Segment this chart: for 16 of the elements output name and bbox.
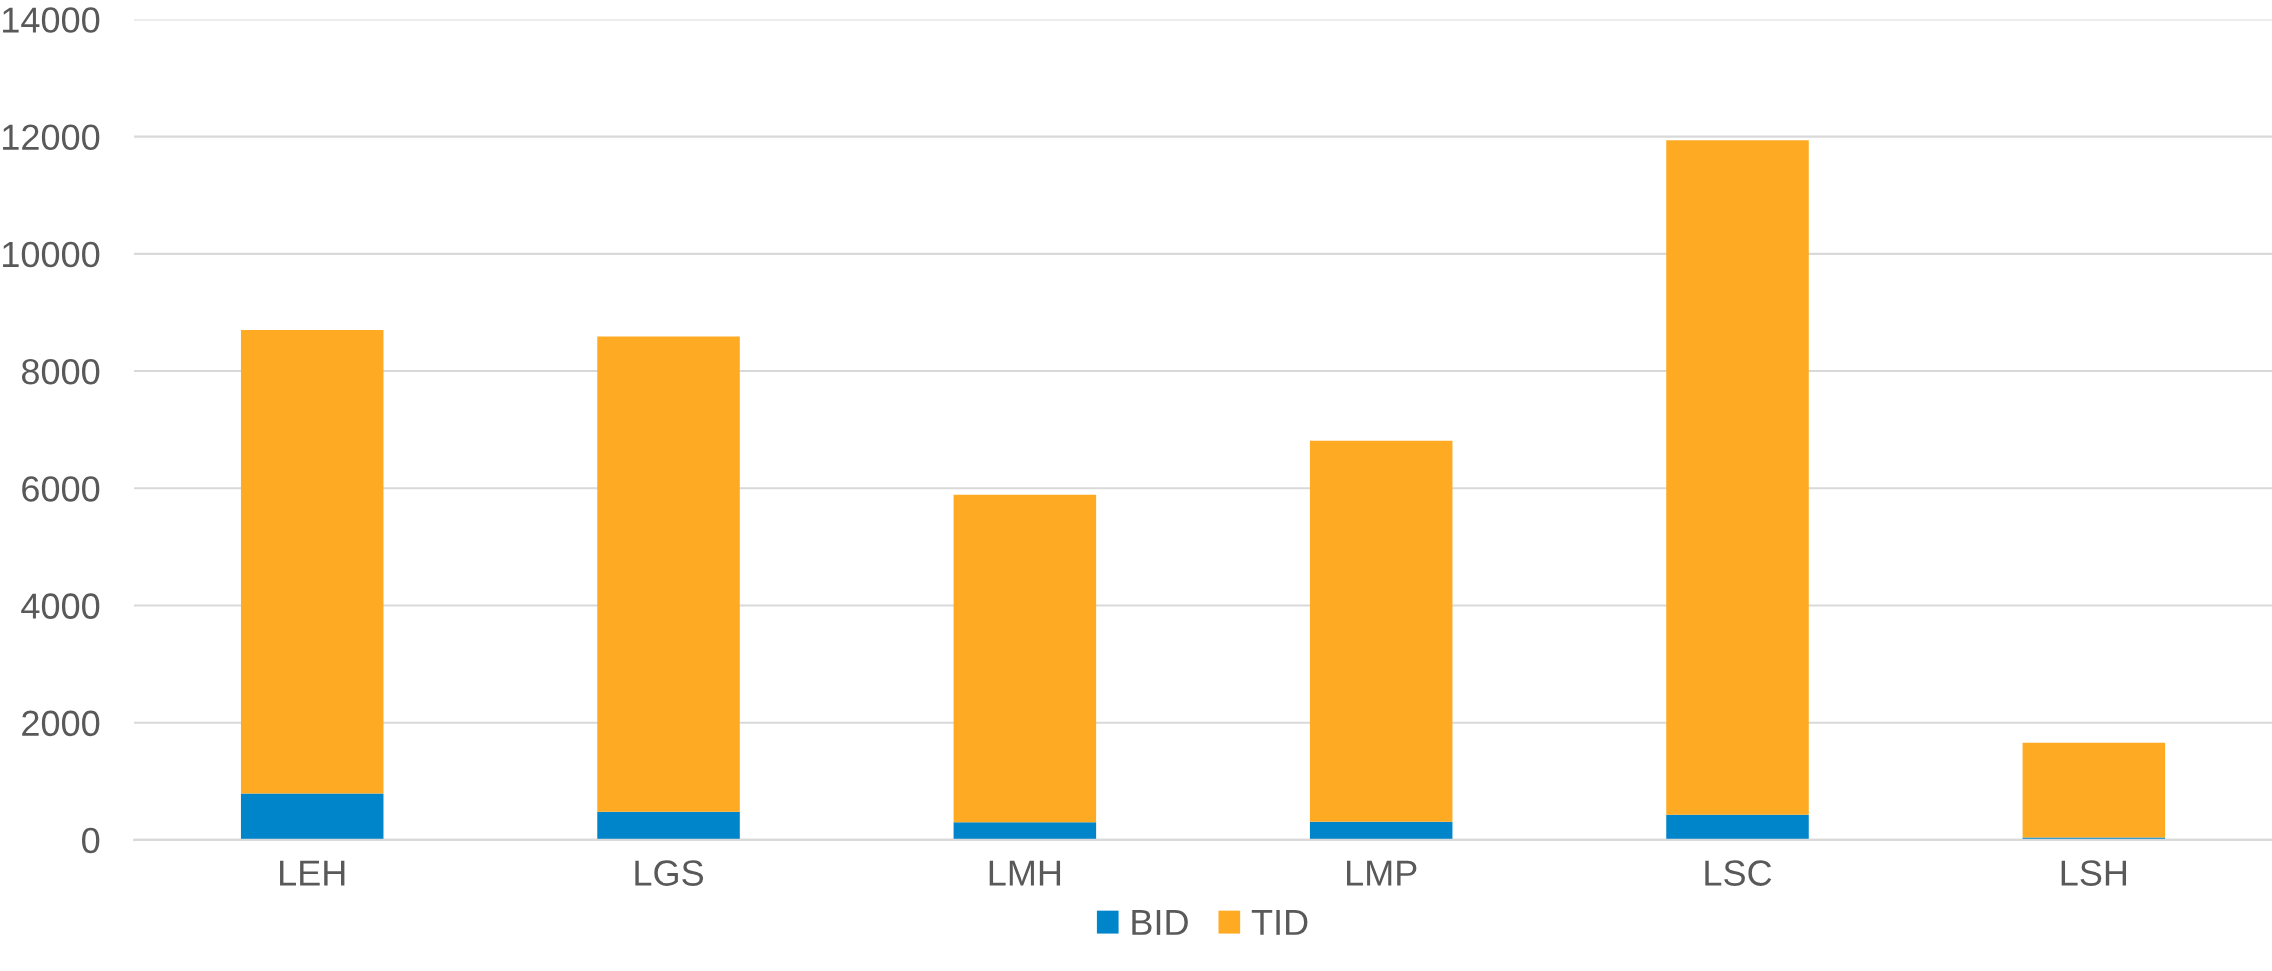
x-tick-label: LMP [1347,860,1417,886]
x-tick-label: LEH [280,860,345,886]
y-tick-label: 6000 [22,476,100,502]
legend-label: TID [1251,910,1308,935]
x-tick-label: LSH [2061,860,2127,886]
x-tick-label: LGS [635,860,704,886]
y-tick-label: 14000 [3,7,100,33]
y-tick-label: 10000 [3,241,100,268]
x-tick-label: LSC [1705,860,1772,886]
legend-label: BID [1132,910,1188,935]
y-tick-label: 0 [82,827,100,854]
y-tick-label: 2000 [22,710,100,737]
y-tick-label: 4000 [21,593,100,619]
y-tick-label: 8000 [21,358,100,385]
x-tick-label: LMH [989,860,1061,886]
y-tick-label: 12000 [3,124,100,151]
